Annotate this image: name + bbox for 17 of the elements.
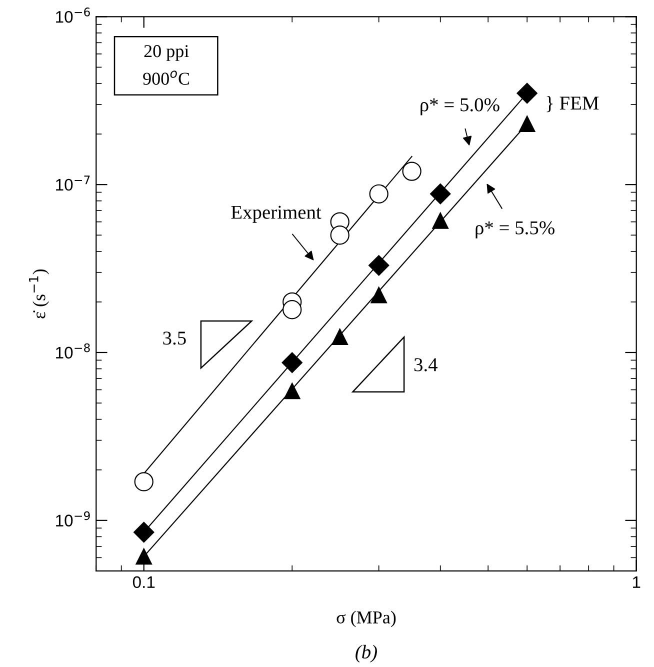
annotation: } FEM [546, 96, 599, 112]
annotation: Experiment [231, 206, 322, 223]
annotation: 900$^{o}$C [143, 70, 190, 85]
y-axis-title: ε̇ (s$^{−1}$) [29, 269, 49, 318]
annotation: 3.5 [163, 332, 186, 345]
x-tick-label: 0.1 [132, 576, 155, 588]
annotation: ρ* = 5.5% [476, 221, 554, 238]
y-tick-label: 10$^{−9}$ [56, 511, 90, 526]
y-tick-label: 10$^{−6}$ [56, 8, 90, 23]
x-tick-label: 1 [632, 576, 640, 588]
annotation: 3.4 [414, 358, 438, 372]
text: (b) [356, 644, 377, 662]
y-tick-label: 10$^{−8}$ [56, 343, 90, 359]
x-axis-title: σ (MPa) [336, 610, 396, 628]
y-tick-label: 10$^{−7}$ [56, 176, 90, 191]
annotation: 20 ppi [144, 45, 189, 61]
annotation: ρ* = 5.0% [420, 98, 500, 116]
